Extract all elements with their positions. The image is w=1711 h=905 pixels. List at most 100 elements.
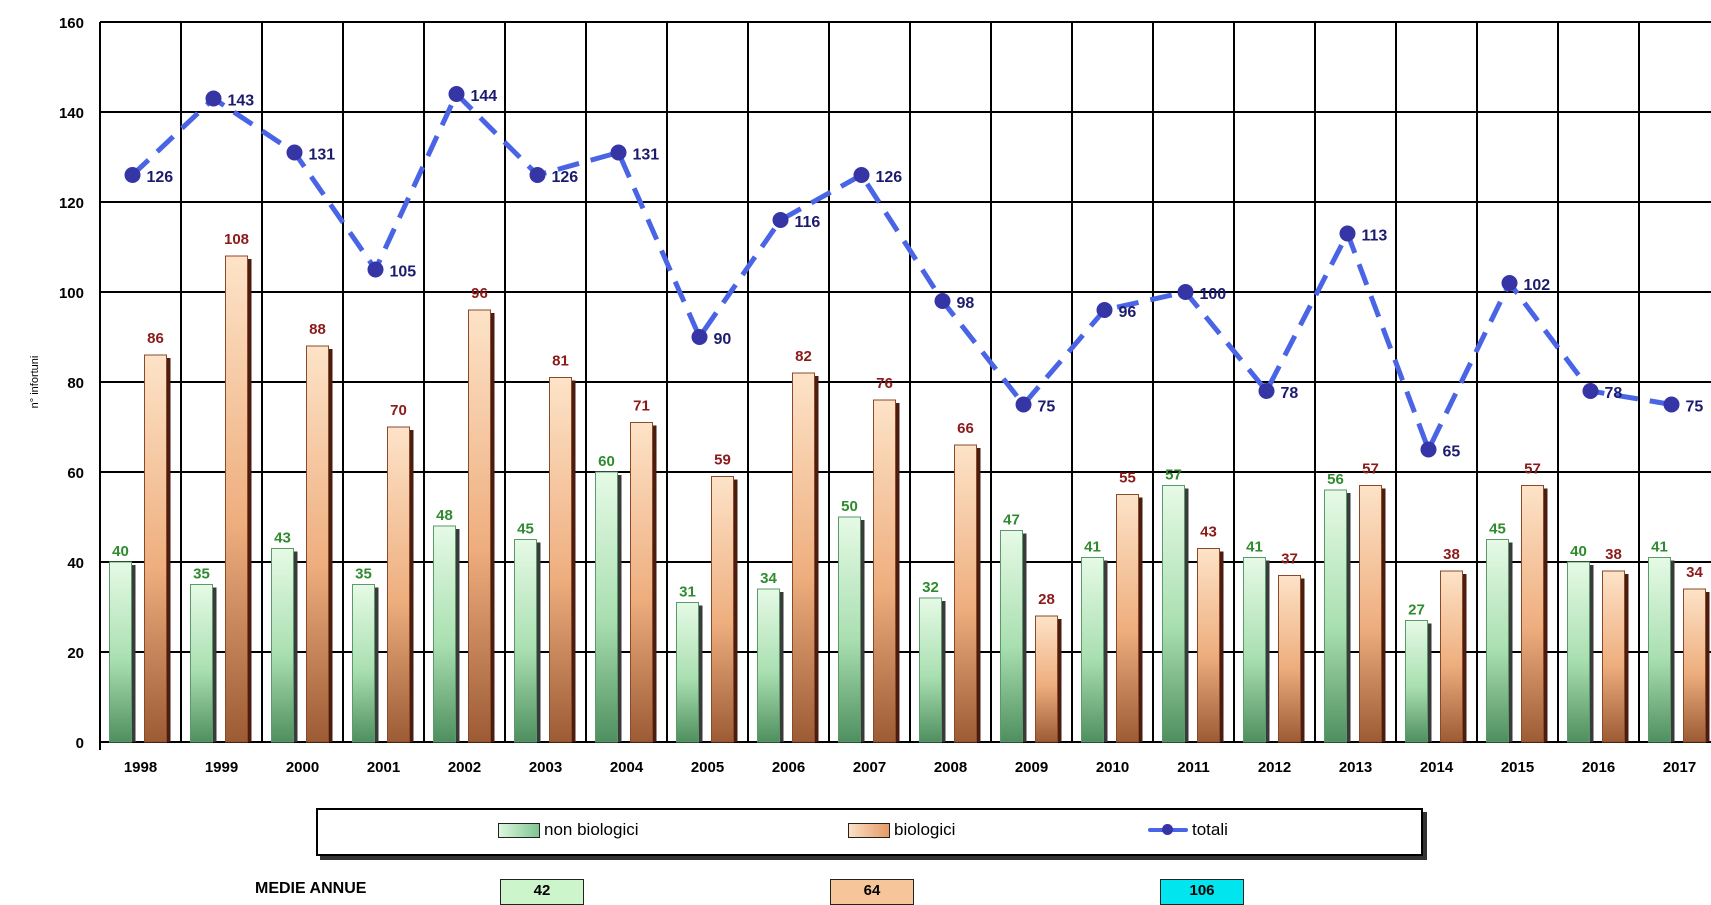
x-tick-label: 2011 [1177, 759, 1210, 776]
bar-biologici [1116, 494, 1139, 743]
point-totali [205, 90, 222, 107]
data-label-totali: 78 [1605, 385, 1623, 402]
data-label-biologici: 34 [1686, 564, 1703, 581]
point-totali [772, 212, 789, 228]
average-non-biologici: 42 [500, 879, 584, 905]
data-label-biologici: 108 [224, 231, 249, 248]
point-totali [691, 329, 708, 345]
x-tick-label: 2001 [367, 759, 400, 776]
data-label-biologici: 57 [1524, 461, 1541, 478]
point-totali [1015, 396, 1032, 413]
legend-swatch-biologici [848, 822, 890, 838]
x-tick-label: 2002 [448, 759, 481, 776]
data-label-non-biologici: 40 [1570, 543, 1587, 560]
data-label-biologici: 59 [714, 452, 731, 469]
data-label-biologici: 28 [1038, 591, 1055, 608]
x-tick-label: 2008 [934, 759, 967, 776]
point-totali [1096, 302, 1113, 318]
point-totali [1339, 225, 1356, 242]
bar-biologici [144, 354, 167, 743]
x-tick-label: 2005 [691, 759, 724, 776]
legend-item-totali: totali [1148, 820, 1228, 840]
data-label-non-biologici: 60 [598, 453, 615, 470]
bar-non-biologici [514, 539, 537, 743]
point-totali [367, 261, 384, 278]
data-label-totali: 65 [1443, 444, 1461, 461]
data-label-non-biologici: 43 [274, 530, 291, 547]
data-label-biologici: 43 [1200, 524, 1217, 541]
bar-biologici [225, 255, 248, 743]
bar-non-biologici [190, 584, 213, 743]
bar-non-biologici [1567, 561, 1590, 743]
bar-biologici [1278, 575, 1301, 743]
bar-biologici [954, 444, 977, 743]
bar-biologici [1197, 548, 1220, 743]
x-tick-label: 2006 [772, 759, 805, 776]
data-label-biologici: 96 [471, 285, 488, 302]
x-tick-label: 2009 [1015, 759, 1048, 776]
bar-biologici [387, 426, 410, 743]
y-tick-label: 140 [59, 105, 84, 122]
data-label-totali: 75 [1038, 399, 1056, 416]
bar-biologici [630, 422, 653, 743]
point-totali [1420, 441, 1437, 458]
data-label-biologici: 76 [876, 375, 893, 392]
bar-biologici [306, 345, 329, 743]
x-tick-label: 2017 [1663, 759, 1696, 776]
point-totali [529, 167, 546, 183]
data-label-non-biologici: 32 [922, 579, 939, 596]
data-label-non-biologici: 40 [112, 543, 129, 560]
data-label-totali: 131 [633, 147, 660, 164]
data-label-non-biologici: 35 [193, 566, 210, 583]
data-label-biologici: 38 [1605, 546, 1622, 563]
data-label-biologici: 81 [552, 353, 569, 370]
data-label-non-biologici: 41 [1246, 539, 1263, 556]
legend-label-non-biologici: non biologici [544, 820, 639, 839]
data-label-non-biologici: 47 [1003, 512, 1020, 529]
data-label-totali: 78 [1281, 385, 1299, 402]
data-label-biologici: 55 [1119, 470, 1136, 487]
data-label-totali: 102 [1524, 277, 1551, 294]
data-label-non-biologici: 35 [355, 566, 372, 583]
y-tick-label: 20 [67, 645, 84, 662]
x-tick-label: 2010 [1096, 759, 1129, 776]
legend-item-biologici: biologici [848, 820, 955, 840]
legend: non biologici biologici totali [316, 808, 1423, 856]
x-tick-label: 1999 [205, 759, 238, 776]
point-totali [853, 167, 870, 183]
data-label-biologici: 38 [1443, 546, 1460, 563]
point-totali [1663, 396, 1680, 413]
point-totali [1501, 275, 1518, 291]
bar-non-biologici [352, 584, 375, 743]
data-label-totali: 144 [471, 88, 498, 105]
chart-svg: 0 20 40 60 80 100 120 140 160 n° infortuni 40 86 199… [29, 15, 1711, 776]
bar-non-biologici [1243, 557, 1266, 743]
bar-biologici [873, 399, 896, 743]
legend-label-biologici: biologici [894, 820, 956, 839]
y-tick-label: 60 [67, 465, 84, 482]
bar-biologici [1521, 485, 1544, 743]
point-totali [1582, 383, 1599, 399]
data-label-non-biologici: 57 [1165, 467, 1182, 484]
average-biologici: 64 [830, 879, 914, 905]
y-tick-label: 100 [59, 285, 84, 302]
point-totali [286, 144, 303, 161]
bar-non-biologici [1486, 539, 1509, 743]
data-label-totali: 90 [714, 331, 732, 348]
bar-non-biologici [1324, 489, 1347, 743]
x-tick-label: 2014 [1420, 759, 1454, 776]
point-totali [934, 293, 951, 309]
data-label-totali: 75 [1686, 399, 1704, 416]
data-label-non-biologici: 41 [1084, 539, 1101, 556]
y-axis-label: n° infortuni [29, 356, 41, 409]
bar-non-biologici [1648, 557, 1671, 743]
legend-label-totali: totali [1192, 820, 1228, 839]
data-label-non-biologici: 56 [1327, 471, 1344, 488]
data-label-non-biologici: 45 [517, 521, 534, 538]
data-label-biologici: 86 [147, 330, 164, 347]
y-tick-label: 120 [59, 195, 84, 212]
legend-swatch-totali [1148, 824, 1188, 835]
bar-non-biologici [271, 548, 294, 743]
data-label-totali: 131 [309, 147, 336, 164]
data-label-totali: 143 [228, 93, 255, 110]
